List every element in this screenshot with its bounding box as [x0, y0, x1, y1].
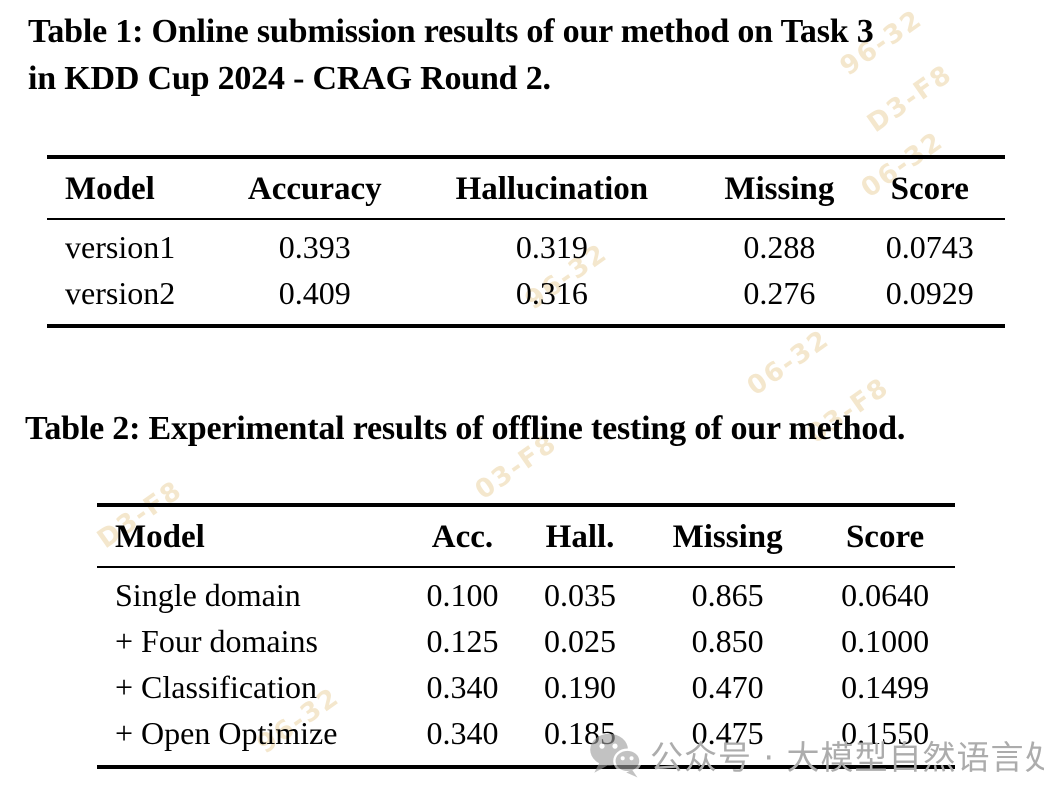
table1-header-model: Model: [47, 157, 230, 220]
table1-header-score: Score: [854, 157, 1005, 220]
table2-header-row: Model Acc. Hall. Missing Score: [97, 505, 955, 568]
table2-row1-model: Single domain: [115, 577, 301, 613]
table1-row2-score: 0.0929: [885, 275, 974, 311]
table2-row4-model: + Open Optimize: [115, 715, 338, 751]
table2-row4-missing: 0.475: [691, 715, 764, 751]
table-row: Single domain 0.100 0.035 0.865 0.0640: [97, 567, 955, 618]
table1-row2-hallucination: 0.316: [515, 275, 588, 311]
table2-header-score: Score: [815, 505, 955, 568]
table1-row1-hallucination: 0.319: [515, 229, 588, 265]
table1-header-missing: Missing: [704, 157, 855, 220]
table-row: version2 0.409 0.316 0.276 0.0929: [47, 270, 1005, 326]
table2-row2-model: + Four domains: [115, 623, 318, 659]
table1-row1-missing: 0.288: [743, 229, 816, 265]
table2-row3-hall: 0.190: [544, 669, 617, 705]
table1-header-accuracy: Accuracy: [229, 157, 400, 220]
table2-row3-acc: 0.340: [426, 669, 499, 705]
table1-row2-missing: 0.276: [743, 275, 816, 311]
table2-row2-hall: 0.025: [544, 623, 617, 659]
table1-online-results: Model Accuracy Hallucination Missing Sco…: [47, 155, 1005, 328]
table2-row2-missing: 0.850: [691, 623, 764, 659]
table-row: + Open Optimize 0.340 0.185 0.475 0.1550: [97, 710, 955, 767]
table2-row1-hall: 0.035: [544, 577, 617, 613]
table1-caption-line1: Table 1: Online submission results of ou…: [28, 13, 874, 50]
table-row: + Classification 0.340 0.190 0.470 0.149…: [97, 664, 955, 710]
table1-row1-accuracy: 0.393: [278, 229, 351, 265]
table1-header-row: Model Accuracy Hallucination Missing Sco…: [47, 157, 1005, 220]
table2-row2-score: 0.1000: [841, 623, 930, 659]
table2-offline-results: Model Acc. Hall. Missing Score Single do…: [97, 503, 955, 769]
table1-row1-model: version1: [65, 229, 176, 265]
table2-header-hall: Hall.: [519, 505, 641, 568]
table2-row3-score: 0.1499: [841, 669, 930, 705]
table1-caption-line2: in KDD Cup 2024 - CRAG Round 2.: [28, 60, 551, 97]
table1-header-hallucination: Hallucination: [399, 157, 705, 220]
background-code-mark: 06-32: [741, 323, 836, 403]
table2-header-acc: Acc.: [405, 505, 520, 568]
table-row: version1 0.393 0.319 0.288 0.0743: [47, 219, 1005, 270]
table2-row3-missing: 0.470: [691, 669, 764, 705]
table2-row3-model: + Classification: [115, 669, 318, 705]
table1-row1-score: 0.0743: [885, 229, 974, 265]
table-row: + Four domains 0.125 0.025 0.850 0.1000: [97, 618, 955, 664]
table2-caption: Table 2: Experimental results of offline…: [25, 410, 906, 447]
wechat-icon: [590, 733, 641, 778]
table2-row1-missing: 0.865: [691, 577, 764, 613]
watermark: 公众号 · 大模型自然语言处理: [589, 731, 1044, 779]
table2-row1-score: 0.0640: [841, 577, 930, 613]
table2-header-missing: Missing: [640, 505, 816, 568]
watermark-text: 公众号 · 大模型自然语言处理: [650, 738, 1044, 777]
table2-row2-acc: 0.125: [426, 623, 499, 659]
background-code-mark: D3-F8: [862, 59, 959, 139]
table2-row4-acc: 0.340: [426, 715, 499, 751]
table1-row2-accuracy: 0.409: [278, 275, 351, 311]
table2-row4-score: 0.1550: [841, 715, 930, 751]
table2-header-model: Model: [97, 505, 406, 568]
table2-row1-acc: 0.100: [426, 577, 499, 613]
table1-caption: Table 1: Online submission results of ou…: [28, 8, 874, 102]
table1-row2-model: version2: [65, 275, 176, 311]
